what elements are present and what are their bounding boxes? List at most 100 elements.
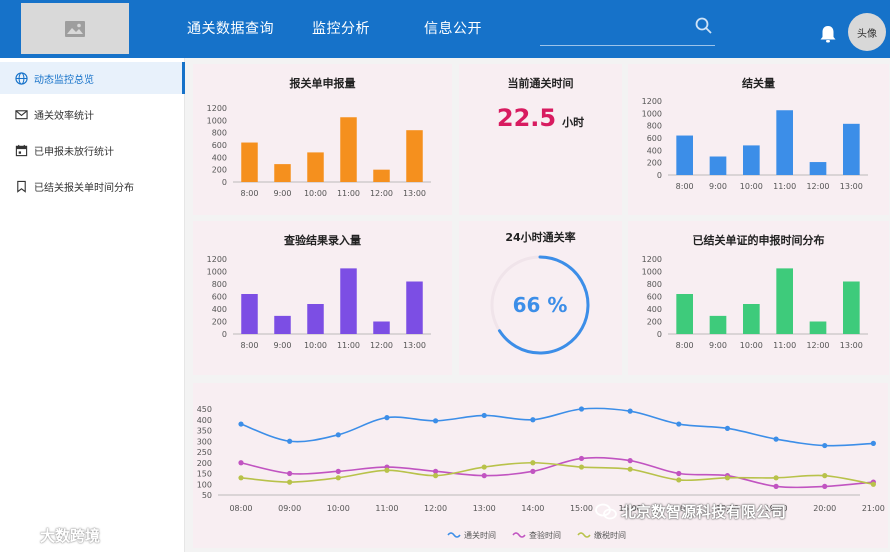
y-tick-label: 400 (647, 305, 662, 314)
bar (373, 321, 390, 334)
nav-monitor-analysis[interactable]: 监控分析 (312, 21, 370, 37)
data-point (724, 475, 731, 481)
y-tick-label: 0 (657, 171, 662, 180)
data-point (481, 464, 487, 470)
bar (776, 110, 793, 175)
card-clearance-time: 当前通关时间 22.5 小时 (459, 64, 622, 215)
y-tick-label: 150 (197, 470, 212, 479)
logo-placeholder[interactable] (21, 3, 129, 54)
data-point (822, 473, 828, 479)
data-point (676, 470, 682, 477)
data-point (287, 479, 293, 485)
bar (241, 142, 258, 182)
bell-icon[interactable] (817, 23, 839, 45)
nav-customs-query[interactable]: 通关数据查询 (187, 21, 274, 37)
data-point (287, 438, 293, 444)
nav-info-public[interactable]: 信息公开 (424, 21, 482, 37)
bar (241, 294, 258, 334)
y-tick-label: 1000 (642, 268, 662, 277)
card-title: 已结关单证的申报时间分布 (692, 234, 825, 247)
search-input[interactable] (540, 45, 715, 46)
wechat-icon (595, 503, 617, 519)
data-point (773, 475, 779, 481)
sidebar-item-label: 通关效率统计 (34, 110, 94, 122)
x-tick-label: 13:00 (840, 182, 863, 191)
sidebar-item-unreleased[interactable]: 已申报未放行统计 (0, 134, 185, 166)
x-tick-label: 21:00 (862, 504, 885, 513)
x-tick-label: 9:00 (274, 341, 292, 350)
bar (307, 152, 324, 182)
y-tick-label: 1200 (207, 104, 227, 113)
y-tick-label: 600 (212, 141, 227, 150)
x-tick-label: 20:00 (813, 504, 836, 513)
card-clearance-rate: 24小时通关率 66 % (459, 221, 622, 375)
x-tick-label: 15:00 (570, 504, 593, 513)
x-tick-label: 8:00 (676, 341, 694, 350)
x-tick-label: 11:00 (375, 504, 398, 513)
chart-declarations: 0 200 400 600 800 1000 1200 8:00 9:00 10:00 11:00 1… (207, 104, 431, 198)
y-tick-label: 1200 (207, 255, 227, 264)
sidebar-item-label: 动态监控总览 (34, 74, 94, 86)
data-point (384, 467, 390, 473)
data-point (676, 477, 682, 483)
x-tick-label: 12:00 (806, 182, 829, 191)
chart-cleared: 0 200 400 600 800 1000 1200 8:00 9:00 10:00 11:00 1… (642, 97, 868, 191)
y-tick-label: 600 (647, 134, 662, 143)
data-point (822, 483, 828, 489)
x-tick-label: 8:00 (241, 341, 259, 350)
x-tick-label: 10:00 (740, 341, 763, 350)
y-tick-label: 400 (212, 153, 227, 162)
gauge-arc (497, 255, 590, 355)
sidebar-item-time-distribution[interactable]: 已结关报关单时间分布 (0, 170, 185, 202)
x-tick-label: 08:00 (229, 504, 252, 513)
y-tick-label: 200 (212, 318, 227, 327)
y-tick-label: 0 (222, 330, 227, 339)
bar (809, 162, 827, 175)
sidebar-item-efficiency[interactable]: 通关效率统计 (0, 98, 185, 130)
card-trend: 50 100 150 200 250 300 350 400 450 08:00 09:00 10:0… (193, 383, 888, 548)
data-point (432, 473, 439, 479)
bar (743, 145, 760, 175)
y-tick-label: 800 (647, 122, 662, 131)
x-tick-label: 09:00 (278, 504, 301, 513)
search-icon[interactable] (694, 16, 714, 36)
y-tick-label: 600 (647, 293, 662, 302)
x-tick-label: 14:00 (521, 504, 544, 513)
y-tick-label: 1000 (642, 109, 662, 118)
y-tick-label: 450 (197, 405, 212, 414)
data-point (627, 408, 633, 414)
brand-logo-icon (8, 528, 34, 542)
card-declarations: 报关单申报量 0 200 400 600 800 1000 1200 8:00 9:00 10:0… (193, 64, 452, 215)
data-point (238, 475, 244, 481)
sidebar: 动态监控总览 通关效率统计 已申报未放行统计 已结关报关单时间分布 (0, 58, 185, 552)
card-title: 结关量 (742, 77, 775, 90)
data-point (578, 406, 585, 412)
data-point (384, 415, 390, 421)
bookmark-icon (17, 180, 26, 193)
gauge-value: 66 % (513, 293, 568, 317)
sidebar-item-overview[interactable]: 动态监控总览 (0, 62, 185, 94)
globe-icon (15, 71, 28, 85)
data-point (335, 475, 341, 481)
watermark-right: 北京数智源科技有限公司 (595, 501, 786, 522)
card-title: 查验结果录入量 (284, 234, 361, 247)
card-title: 24小时通关率 (505, 231, 576, 244)
x-tick-label: 12:00 (370, 189, 393, 198)
x-tick-label: 18:00 (716, 504, 739, 513)
bar (340, 117, 357, 182)
bar (743, 304, 760, 334)
y-tick-label: 200 (647, 318, 662, 327)
bar (709, 315, 727, 334)
y-tick-label: 800 (212, 129, 227, 138)
x-tick-label: 12:00 (424, 504, 447, 513)
y-tick-label: 350 (197, 427, 212, 436)
card-title: 报关单申报量 (289, 77, 356, 90)
watermark-right-text: 北京数智源科技有限公司 (621, 503, 787, 521)
chart-declaration-time: 0 200 400 600 800 1000 1200 8:00 9:00 10:00 11:00 1… (642, 255, 868, 350)
avatar[interactable]: 头像 (848, 13, 886, 51)
x-tick-label: 13:00 (403, 189, 426, 198)
x-tick-label: 8:00 (241, 189, 259, 198)
x-tick-label: 16:00 (619, 504, 642, 513)
data-point (432, 418, 439, 424)
